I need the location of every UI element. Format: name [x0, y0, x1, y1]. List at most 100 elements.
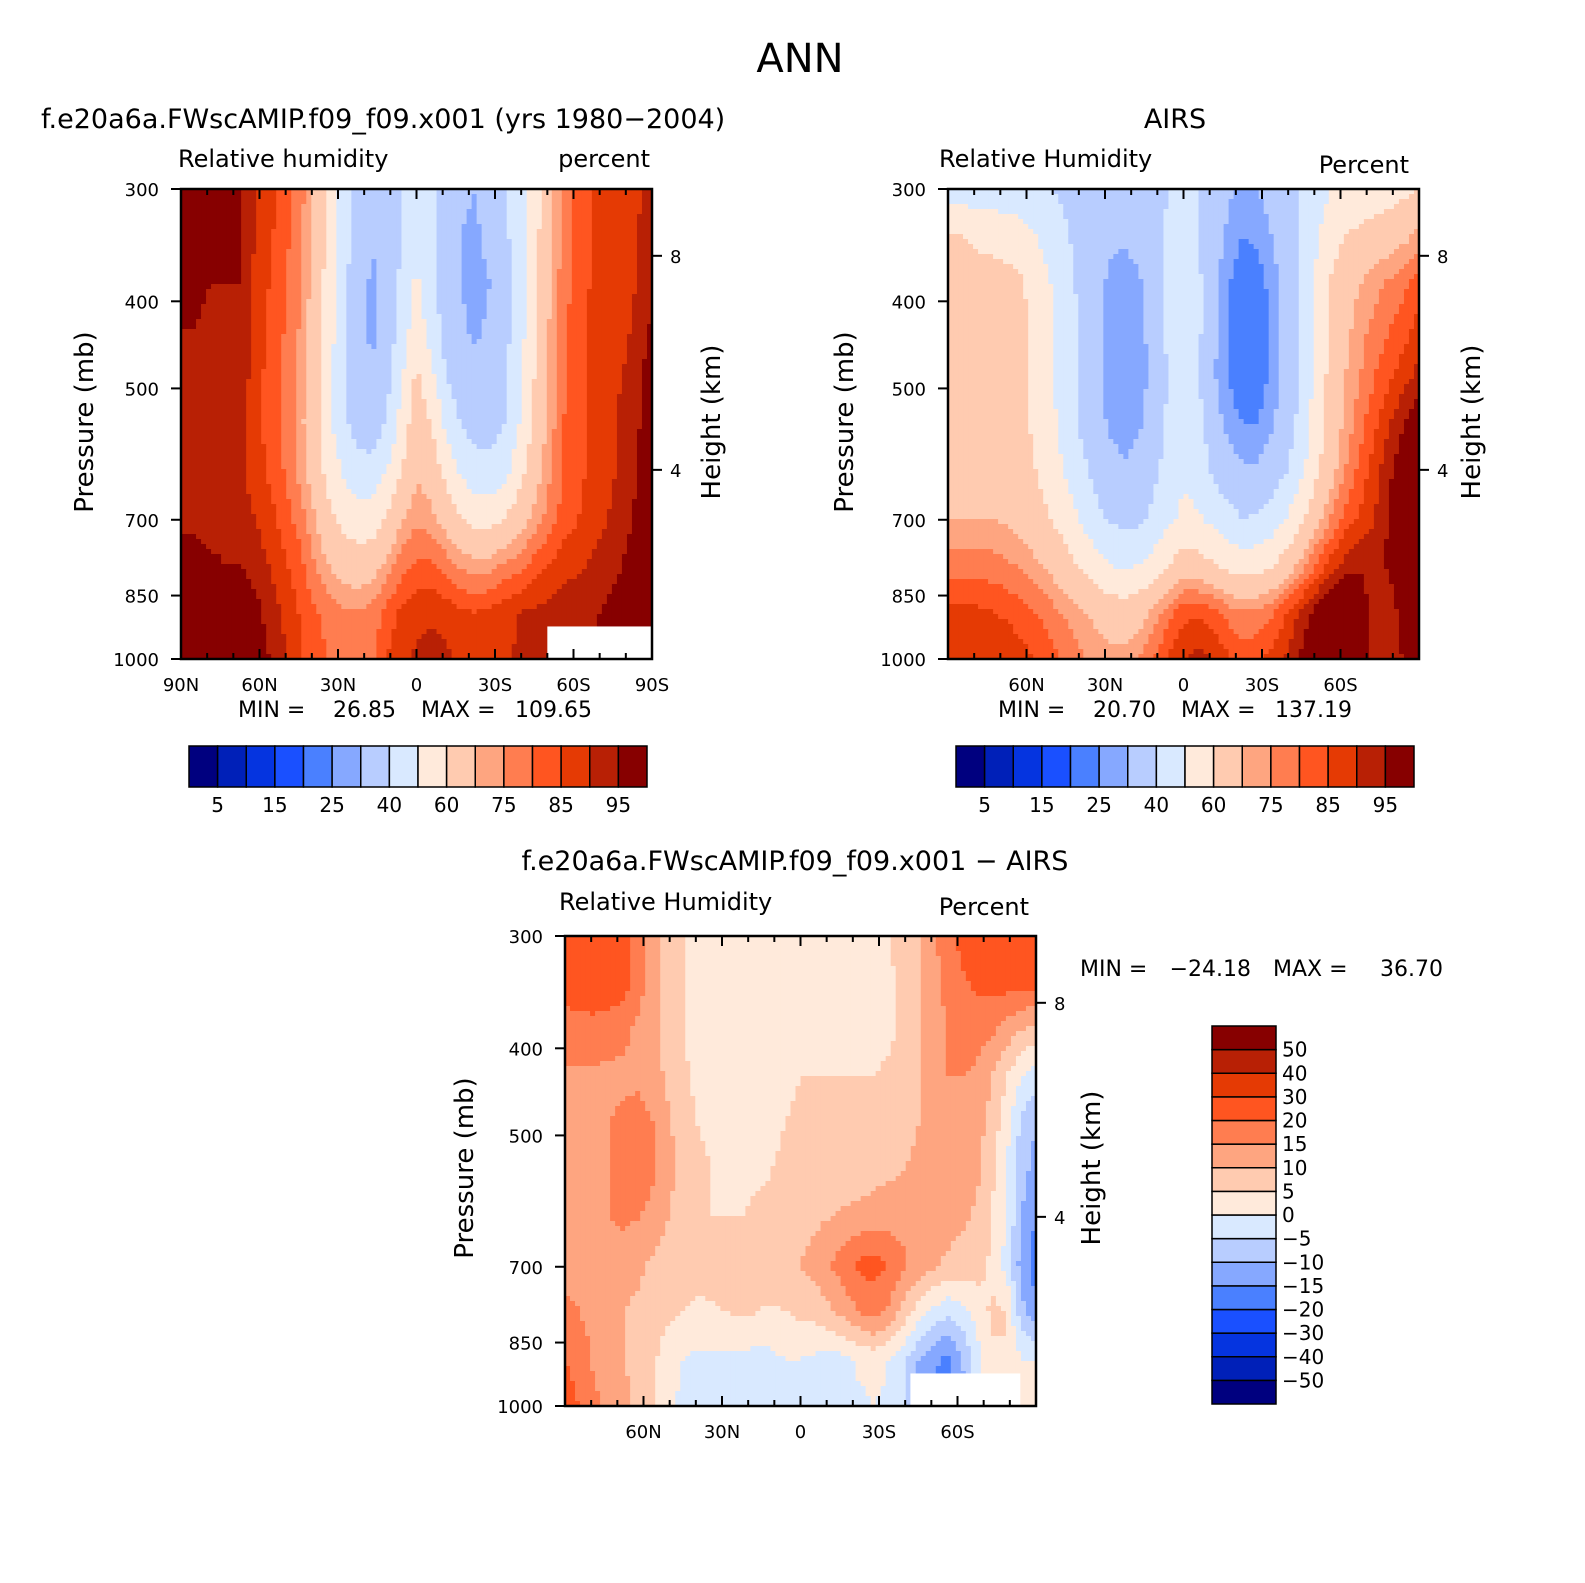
contour-cell: [632, 294, 638, 300]
contour-cell: [532, 449, 538, 455]
contour-cell: [467, 384, 473, 390]
contour-cell: [527, 299, 533, 305]
contour-cell: [391, 444, 397, 450]
contour-cell: [186, 384, 192, 390]
contour-cell: [411, 214, 417, 220]
contour-cell: [547, 329, 553, 335]
contour-cell: [527, 294, 533, 300]
contour-cell: [366, 429, 372, 435]
contour-cell: [632, 359, 638, 365]
contour-cell: [522, 289, 528, 295]
contour-cell: [246, 294, 252, 300]
contour-cell: [622, 284, 628, 290]
contour-cell: [391, 389, 397, 395]
contour-cell: [562, 209, 568, 215]
contour-cell: [271, 194, 277, 200]
contour-cell: [612, 249, 618, 255]
contour-cell: [537, 389, 543, 395]
contour-cell: [371, 374, 377, 380]
contour-cell: [311, 449, 317, 455]
contour-cell: [512, 354, 518, 360]
contour-cell: [186, 434, 192, 440]
contour-cell: [246, 254, 252, 260]
contour-cell: [522, 329, 528, 335]
contour-cell: [346, 404, 352, 410]
contour-cell: [582, 319, 588, 325]
contour-cell: [196, 294, 202, 300]
contour-cell: [361, 439, 367, 445]
contour-cell: [371, 234, 377, 240]
contour-cell: [346, 384, 352, 390]
contour-cell: [251, 254, 257, 260]
contour-cell: [537, 304, 543, 310]
contour-cell: [211, 369, 217, 375]
contour-cell: [316, 369, 322, 375]
contour-cell: [547, 274, 553, 280]
contour-cell: [366, 254, 372, 260]
contour-cell: [507, 449, 513, 455]
contour-cell: [417, 204, 423, 210]
contour-cell: [371, 239, 377, 245]
contour-cell: [276, 259, 282, 265]
contour-cell: [602, 214, 608, 220]
contour-cell: [211, 309, 217, 315]
contour-cell: [406, 234, 412, 240]
contour-cell: [547, 229, 553, 235]
contour-cell: [216, 314, 222, 320]
contour-cell: [622, 379, 628, 385]
contour-cell: [607, 379, 613, 385]
contour-cell: [577, 434, 583, 440]
contour-cell: [366, 239, 372, 245]
contour-cell: [567, 214, 573, 220]
contour-cell: [497, 259, 503, 265]
contour-cell: [241, 334, 247, 340]
contour-cell: [231, 329, 237, 335]
contour-cell: [467, 254, 473, 260]
contour-cell: [477, 354, 483, 360]
contour-cell: [366, 334, 372, 340]
contour-cell: [376, 414, 382, 420]
contour-cell: [316, 289, 322, 295]
contour-cell: [251, 324, 257, 330]
contour-cell: [582, 274, 588, 280]
contour-cell: [547, 414, 553, 420]
contour-cell: [532, 329, 538, 335]
contour-cell: [406, 384, 412, 390]
contour-cell: [512, 329, 518, 335]
contour-cell: [537, 299, 543, 305]
contour-cell: [467, 449, 473, 455]
contour-cell: [462, 199, 468, 205]
contour-cell: [356, 449, 362, 455]
contour-cell: [497, 369, 503, 375]
contour-cell: [276, 359, 282, 365]
contour-cell: [607, 424, 613, 430]
contour-cell: [577, 404, 583, 410]
contour-cell: [341, 419, 347, 425]
contour-cell: [467, 389, 473, 395]
contour-cell: [256, 359, 262, 365]
contour-cell: [642, 264, 648, 270]
contour-cell: [587, 334, 593, 340]
contour-cell: [497, 264, 503, 270]
contour-cell: [487, 224, 493, 230]
contour-cell: [361, 324, 367, 330]
contour-cell: [422, 309, 428, 315]
contour-cell: [442, 384, 448, 390]
contour-cell: [432, 269, 438, 275]
contour-cell: [336, 309, 342, 315]
contour-cell: [266, 264, 272, 270]
contour-cell: [542, 229, 548, 235]
contour-cell: [622, 244, 628, 250]
contour-cell: [411, 249, 417, 255]
contour-cell: [211, 269, 217, 275]
contour-cell: [427, 434, 433, 440]
contour-cell: [612, 234, 618, 240]
contour-cell: [637, 259, 643, 265]
contour-cell: [577, 349, 583, 355]
contour-cell: [206, 274, 212, 280]
contour-cell: [281, 299, 287, 305]
contour-cell: [452, 249, 458, 255]
contour-cell: [351, 394, 357, 400]
contour-cell: [467, 274, 473, 280]
contour-cell: [452, 349, 458, 355]
